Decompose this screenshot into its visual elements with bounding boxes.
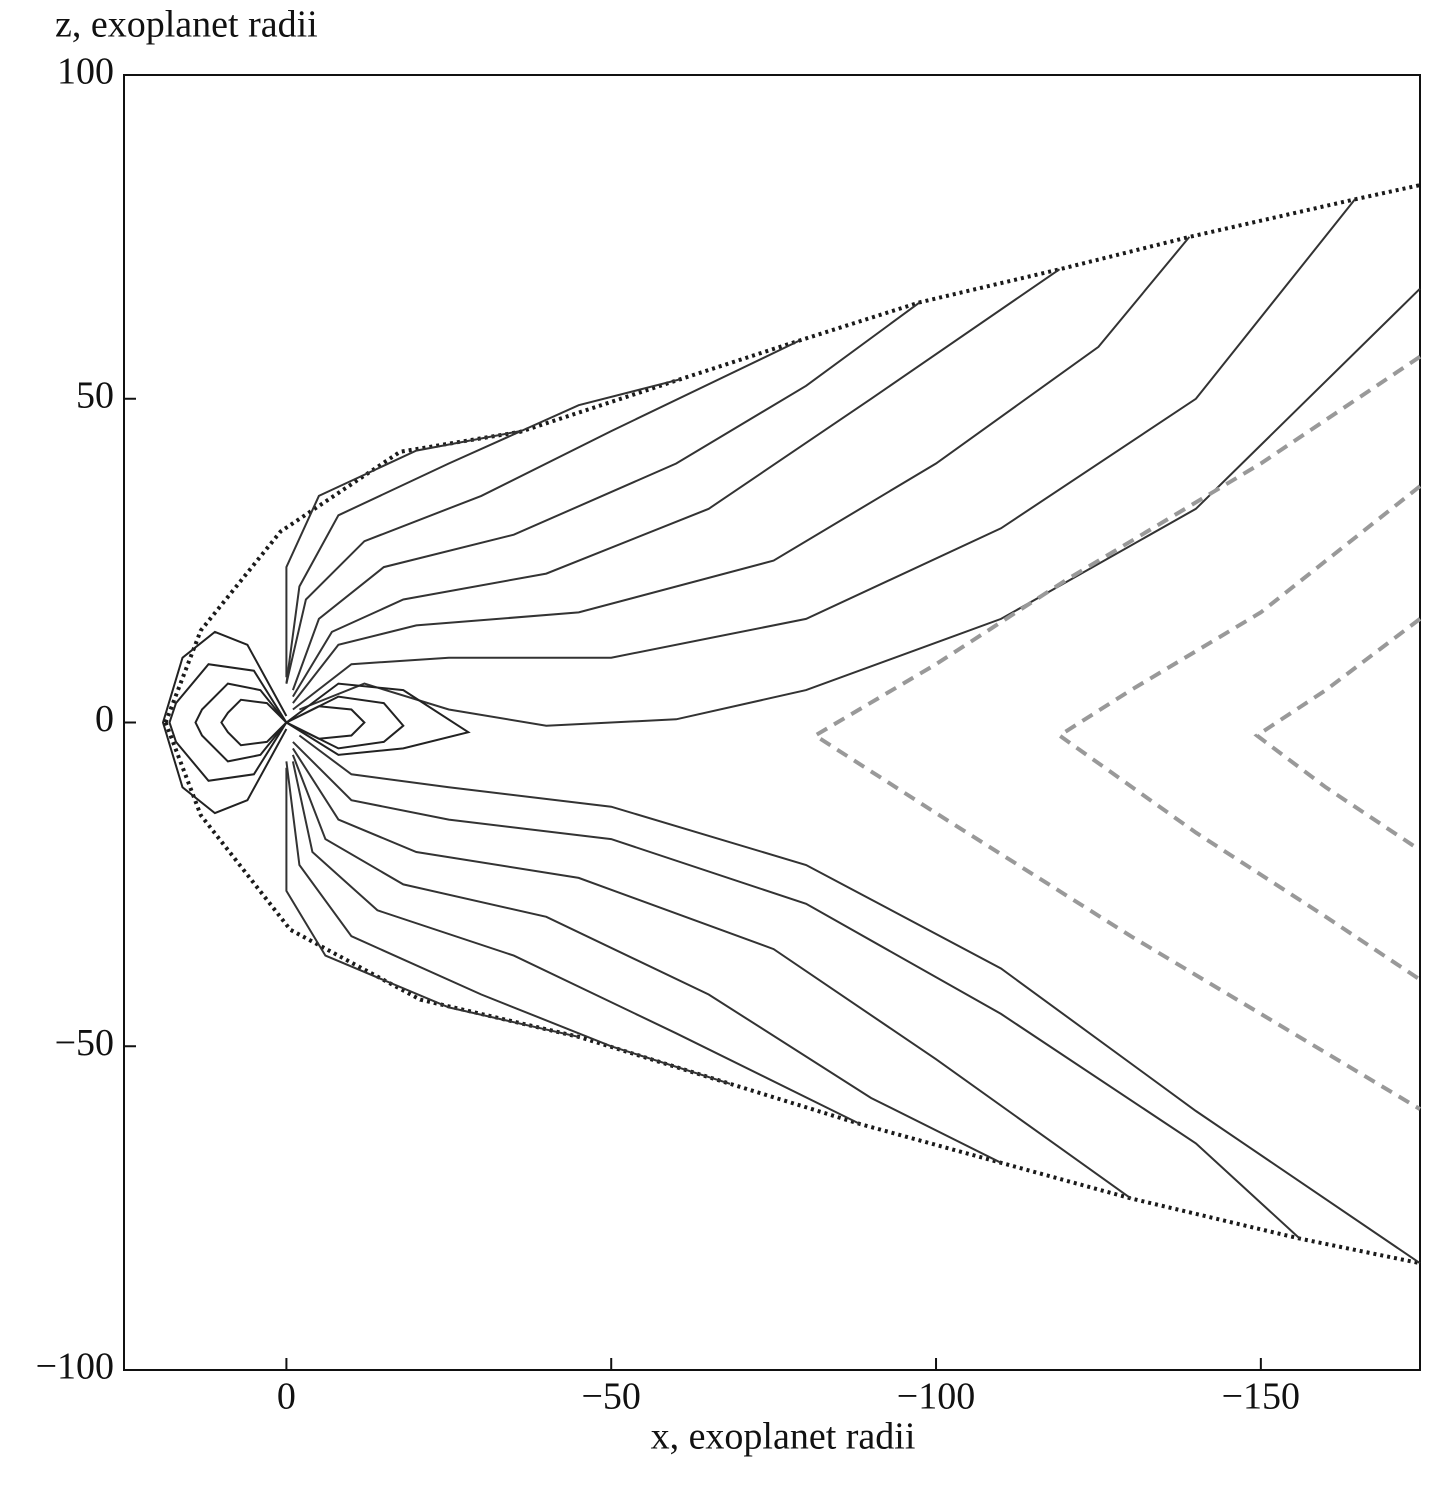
y-tick-label: −100: [36, 1346, 114, 1388]
field-line: [291, 754, 1002, 1164]
field-line: [285, 761, 731, 1085]
y-axis-label: z, exoplanet radii: [55, 4, 318, 46]
field-line: [292, 236, 1191, 704]
y-tick-label: 50: [76, 374, 114, 416]
field-line: [292, 198, 1356, 711]
x-axis-label: x, exoplanet radii: [651, 1416, 916, 1458]
field-line: [292, 741, 1301, 1240]
field-line: [298, 734, 1421, 1265]
field-line: [220, 698, 288, 747]
field-line: [163, 183, 1421, 724]
field-line: [1055, 484, 1422, 982]
field-line: [285, 695, 405, 750]
x-tick-label: −150: [1222, 1376, 1300, 1418]
field-line: [194, 682, 288, 763]
y-tick-label: 0: [95, 698, 114, 740]
field-line: [163, 721, 1421, 1266]
x-tick-label: 0: [277, 1376, 296, 1418]
field-line: [285, 378, 681, 684]
field-line: [285, 430, 521, 678]
field-line: [285, 682, 471, 756]
x-tick-label: −100: [897, 1376, 975, 1418]
field-line: [811, 355, 1422, 1111]
x-tick-label: −50: [581, 1376, 640, 1418]
field-line: [1253, 617, 1422, 852]
field-line: [299, 287, 1421, 727]
field-line: [291, 761, 861, 1125]
y-tick-label: −50: [55, 1022, 114, 1064]
field-line: [292, 268, 1061, 698]
field-line: [285, 767, 581, 1039]
field-line: [292, 747, 1132, 1200]
field-line: [285, 339, 801, 684]
field-line: [168, 663, 288, 782]
field-line: [161, 630, 288, 815]
field-line: [291, 301, 921, 691]
y-tick-label: 100: [57, 51, 114, 93]
plot-frame: [123, 74, 1421, 1371]
field-line: [285, 705, 366, 740]
